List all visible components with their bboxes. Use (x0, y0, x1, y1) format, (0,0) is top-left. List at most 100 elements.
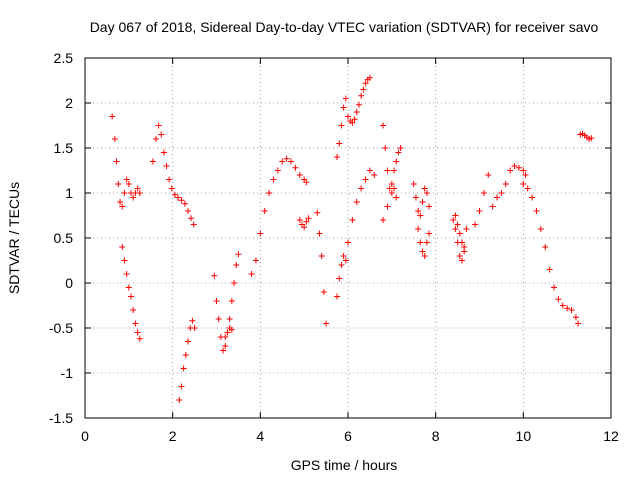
series-arc17 (452, 212, 468, 255)
data-point-marker (391, 185, 398, 192)
data-point-marker (182, 352, 189, 358)
data-point-marker (160, 149, 167, 156)
data-point-marker (220, 347, 227, 354)
data-point-marker (450, 217, 457, 223)
data-point-marker (507, 167, 514, 174)
data-point-marker (564, 305, 571, 312)
data-point-marker (358, 92, 365, 99)
data-point-marker (454, 221, 461, 228)
data-point-marker (215, 316, 222, 322)
series-arc16 (450, 217, 470, 264)
data-point-marker (130, 307, 137, 313)
data-point-marker (362, 176, 369, 183)
data-point-marker (185, 338, 192, 345)
data-point-marker (371, 172, 378, 178)
data-point-marker (270, 176, 277, 183)
data-point-marker (191, 325, 198, 331)
data-point-marker (426, 203, 433, 210)
y-tick-label: 0.5 (54, 230, 74, 246)
data-point-marker (421, 185, 428, 192)
data-point-marker (228, 326, 235, 333)
data-point-marker (546, 266, 553, 273)
x-axis-label: GPS time / hours (291, 457, 398, 473)
series-arc15 (415, 226, 433, 259)
data-point-marker (461, 248, 468, 255)
data-point-marker (274, 167, 281, 174)
data-point-marker (115, 181, 122, 187)
data-point-marker (555, 296, 562, 303)
data-point-marker (233, 262, 240, 268)
series-arc10 (334, 74, 373, 160)
data-point-marker (489, 203, 496, 210)
data-point-marker (456, 230, 463, 237)
data-point-marker (393, 194, 400, 201)
data-point-marker (222, 334, 229, 340)
data-point-marker (380, 217, 387, 223)
data-point-marker (314, 209, 321, 216)
data-point-marker (168, 185, 175, 192)
data-point-marker (226, 316, 233, 322)
data-point-marker (320, 289, 327, 295)
data-point-marker (366, 74, 373, 81)
data-point-marker (355, 101, 362, 108)
data-point-marker (345, 113, 351, 120)
data-point-marker (211, 272, 218, 279)
series-arc18 (472, 172, 492, 228)
data-point-marker (323, 320, 330, 327)
x-tick-label: 4 (256, 428, 264, 444)
series-arc6 (222, 325, 235, 340)
data-point-marker (174, 194, 181, 201)
series-arc14 (410, 181, 433, 219)
data-point-marker (119, 203, 126, 210)
data-point-marker (338, 122, 345, 129)
data-point-marker (393, 158, 400, 165)
data-point-marker (318, 253, 325, 259)
data-point-marker (132, 320, 139, 327)
data-point-marker (349, 119, 356, 126)
data-points (109, 74, 595, 403)
data-point-marker (296, 217, 303, 223)
data-point-marker (181, 200, 188, 207)
data-point-marker (185, 208, 192, 214)
data-point-marker (176, 397, 183, 403)
data-point-marker (388, 190, 395, 196)
data-point-marker (511, 163, 518, 169)
series-arc21 (577, 130, 595, 142)
data-point-marker (121, 257, 128, 264)
data-point-marker (279, 158, 286, 165)
y-tick-label: 0 (65, 275, 73, 291)
data-point-marker (336, 140, 343, 147)
data-point-marker (109, 113, 116, 120)
data-point-marker (261, 208, 268, 214)
data-point-marker (458, 239, 465, 246)
data-point-marker (351, 116, 358, 123)
data-point-marker (257, 230, 264, 237)
data-point-marker (334, 154, 341, 160)
data-point-marker (533, 208, 540, 214)
series-arc19 (489, 163, 529, 210)
data-point-marker (384, 203, 391, 210)
y-tick-label: 1 (65, 185, 73, 201)
data-point-marker (222, 343, 229, 349)
data-point-marker (340, 253, 347, 259)
data-point-marker (476, 208, 483, 214)
x-tick-label: 10 (516, 428, 532, 444)
data-point-marker (502, 181, 509, 187)
data-point-marker (456, 253, 463, 259)
data-point-marker (568, 307, 575, 313)
axis-ticks: 0 2 4 6 8 10 12 -1.5 -1 -0.5 0 0.5 1 1.5 2 2.5 (49, 50, 619, 444)
data-point-marker (125, 181, 132, 187)
data-point-marker (384, 167, 391, 174)
data-point-marker (338, 262, 345, 268)
data-point-marker (345, 239, 351, 246)
data-point-marker (452, 212, 459, 219)
data-point-marker (349, 217, 356, 223)
data-point-marker (395, 149, 402, 156)
y-tick-label: 1.5 (54, 140, 74, 156)
data-point-marker (463, 226, 470, 232)
data-point-marker (303, 179, 310, 186)
data-point-marker (171, 191, 178, 198)
data-point-marker (235, 251, 242, 258)
data-point-marker (121, 190, 128, 196)
data-point-marker (336, 275, 343, 282)
